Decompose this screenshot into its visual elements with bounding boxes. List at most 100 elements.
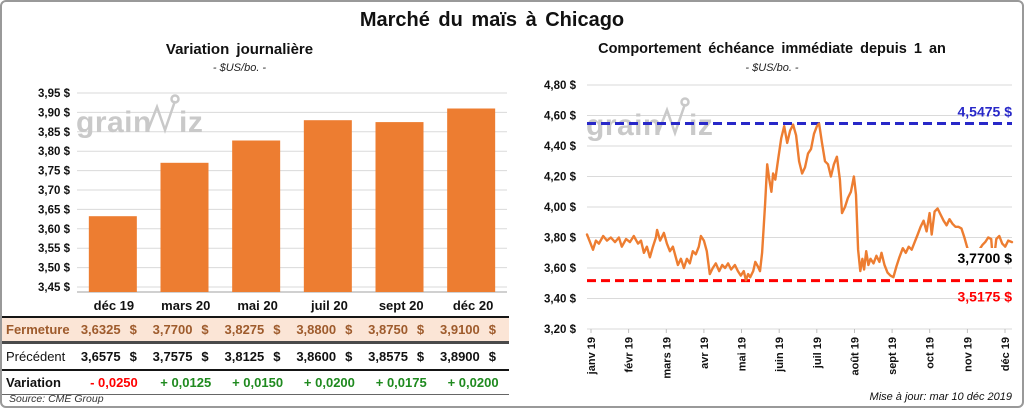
y-axis-tick-label: 4,60 $ <box>544 111 577 123</box>
price-line-series <box>585 122 1014 282</box>
currency-symbol: $ <box>273 322 281 337</box>
price-number: 3,8575 <box>368 349 408 364</box>
x-axis-month-label: juin 19 <box>774 337 786 373</box>
price-table: déc 19 mars 20 mai 20 juil 20 sept 20 déc 20 F… <box>2 294 509 395</box>
y-axis-tick-label: 3,75 $ <box>38 166 71 178</box>
price-number: 3,7700 <box>152 322 193 337</box>
y-axis-tick-label: 4,80 $ <box>544 80 577 92</box>
y-axis-tick-label: 3,55 $ <box>38 243 71 255</box>
line-chart-title: Comportement échéance immédiate depuis 1… <box>598 41 946 57</box>
bar-mai-20 <box>232 140 281 292</box>
y-axis-tick-label: 3,50 $ <box>38 263 71 275</box>
fermeture-row: Fermeture 3,6325 $3,7700 $3,8275 $3,8800 $3,8… <box>2 318 509 344</box>
grainwiz-watermark: grain iz <box>586 97 713 142</box>
x-axis-month-label: janv 19 <box>586 337 598 375</box>
currency-symbol: $ <box>129 349 137 364</box>
currency-symbol: $ <box>345 349 353 364</box>
row-label: Précédent <box>6 349 66 364</box>
variation-value: + 0,0200 <box>447 375 499 390</box>
x-axis-month-label: févr 19 <box>624 337 636 372</box>
price-number: 3,8800 <box>296 322 337 337</box>
column-header: sept 20 <box>378 297 424 313</box>
y-axis-tick-label: 3,80 $ <box>38 146 71 158</box>
x-axis-month-label: oct 19 <box>925 337 937 369</box>
column-header: mars 20 <box>161 297 211 313</box>
currency-symbol: $ <box>345 322 353 337</box>
price-value: 3,8800 $ <box>294 322 366 337</box>
variation-row: Variation - 0,0250 + 0,0125 + 0,0150 + 0,020… <box>2 371 509 395</box>
watermark-zigzag-icon <box>656 103 687 137</box>
variation-value: + 0,0200 <box>303 375 355 390</box>
line-chart-subtitle: - $US/bo. - <box>745 62 799 74</box>
y-axis-tick-label: 3,60 $ <box>38 224 71 236</box>
price-number: 3,8600 <box>296 349 337 364</box>
currency-symbol: $ <box>201 322 209 337</box>
price-value: 3,8600 $ <box>294 349 366 364</box>
currency-symbol: $ <box>488 322 496 337</box>
year-high-label: 4,5475 $ <box>958 104 1013 120</box>
price-value: 3,8275 $ <box>222 322 294 337</box>
last-value-label-bg <box>916 248 1014 267</box>
price-number: 3,6575 <box>80 349 121 364</box>
y-axis-tick-label: 3,60 $ <box>544 263 577 275</box>
currency-symbol: $ <box>129 322 137 337</box>
price-number: 3,8275 <box>224 322 265 337</box>
currency-symbol: $ <box>273 349 281 364</box>
bar-chart-subtitle: - $US/bo. - <box>212 62 267 74</box>
price-value: 3,7575 $ <box>150 349 222 364</box>
bar-déc-19 <box>88 216 137 292</box>
y-axis-tick-label: 3,95 $ <box>38 88 71 100</box>
price-value: 3,9100 $ <box>437 322 509 337</box>
y-axis-tick-label: 3,45 $ <box>38 282 71 294</box>
précédent-row: Précédent 3,6575 $3,7575 $3,8125 $3,8600 $3,8… <box>2 344 509 371</box>
y-axis-tick-label: 3,70 $ <box>38 185 71 197</box>
year-low-label: 3,5175 $ <box>958 289 1013 305</box>
bar-sept-20 <box>375 122 424 292</box>
grainwiz-watermark: grain iz <box>76 94 203 139</box>
y-axis-tick-label: 3,20 $ <box>544 324 577 336</box>
currency-symbol: $ <box>416 349 425 364</box>
variation-value: + 0,0125 <box>160 375 212 390</box>
x-axis-month-label: août 19 <box>850 337 862 376</box>
watermark-text: grain <box>76 106 152 139</box>
watermark-text: iz <box>179 106 203 139</box>
price-number: 3,8750 <box>368 322 408 337</box>
x-axis-month-label: sept 19 <box>887 337 899 375</box>
source-note: Source: CME Group <box>9 393 104 405</box>
currency-symbol: $ <box>488 349 496 364</box>
watermark-dot-icon <box>170 94 180 104</box>
watermark-zigzag-icon <box>146 100 177 134</box>
daily-variation-bar-chart: 3,45 $ 3,50 $ 3,55 $ 3,60 $ 3,65 $ 3,70 $ 3,75… <box>38 88 507 294</box>
variation-value: - 0,0250 <box>90 375 138 390</box>
watermark-text: grain <box>586 109 662 142</box>
price-value: 3,8125 $ <box>222 349 294 364</box>
price-value: 3,6325 $ <box>78 322 150 337</box>
x-axis-month-label: juil 19 <box>812 337 824 369</box>
variation-value: + 0,0175 <box>375 375 427 390</box>
variation-value: + 0,0150 <box>232 375 284 390</box>
y-axis-tick-label: 4,40 $ <box>544 141 577 153</box>
y-axis-tick-label: 4,00 $ <box>544 202 577 214</box>
page-title: Marché du maïs à Chicago <box>359 9 625 31</box>
price-value: 3,7700 $ <box>150 322 222 337</box>
last-value-label: 3,7700 $ <box>958 250 1013 266</box>
price-value: 3,8750 $ <box>365 322 437 337</box>
y-axis-tick-label: 3,85 $ <box>38 127 71 139</box>
price-number: 3,8125 <box>224 349 265 364</box>
bar-chart-title: Variation journalière <box>165 41 314 58</box>
table-header-row: déc 19 mars 20 mai 20 juil 20 sept 20 déc 20 <box>2 294 509 318</box>
x-axis-month-label: déc 19 <box>1000 337 1012 371</box>
y-axis-tick-label: 3,90 $ <box>38 107 71 119</box>
y-axis-tick-label: 4,20 $ <box>544 172 577 184</box>
row-label: Variation <box>6 375 61 390</box>
x-axis-month-label: mai 19 <box>737 337 749 371</box>
x-axis-month-label: avr 19 <box>699 337 711 369</box>
column-header: juil 20 <box>310 297 348 313</box>
watermark-text: iz <box>689 109 713 142</box>
price-value: 3,8900 $ <box>437 349 509 364</box>
x-axis-month-label: mars 19 <box>661 337 673 379</box>
y-axis-tick-label: 3,65 $ <box>38 204 71 216</box>
updated-note: Mise à jour: mar 10 déc 2019 <box>869 391 1012 403</box>
watermark-dot-icon <box>680 97 690 107</box>
